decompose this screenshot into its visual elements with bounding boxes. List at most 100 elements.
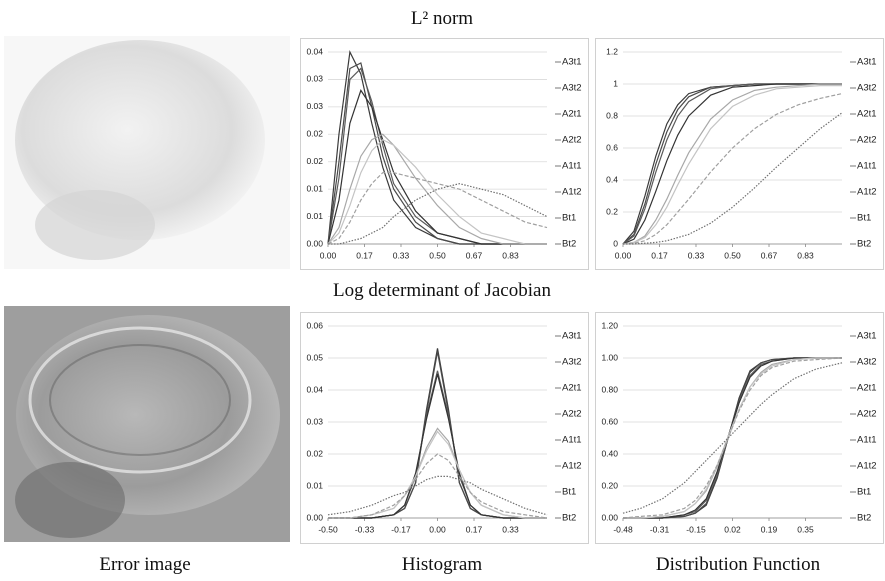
y-tick-label: 1.20 bbox=[601, 320, 618, 330]
y-tick-label: 0.20 bbox=[601, 480, 618, 490]
legend-label: A1t1 bbox=[562, 435, 582, 446]
legend-label: A2t1 bbox=[857, 109, 877, 120]
row-title: Log determinant of Jacobian bbox=[333, 280, 551, 301]
y-tick-label: 0.00 bbox=[306, 238, 323, 248]
y-tick-label: 0.02 bbox=[306, 129, 323, 139]
legend-label: A1t1 bbox=[857, 161, 877, 172]
x-tick-label: 0.17 bbox=[651, 250, 668, 260]
legend-label: Bt2 bbox=[562, 239, 576, 250]
series-line bbox=[328, 430, 547, 519]
legend-label: A2t1 bbox=[857, 383, 877, 394]
x-tick-label: 0.17 bbox=[356, 250, 373, 260]
series-line bbox=[327, 133, 547, 245]
y-tick-label: 1.2 bbox=[606, 46, 618, 56]
y-tick-label: 0.05 bbox=[306, 352, 323, 362]
legend-label: A3t2 bbox=[562, 83, 582, 94]
legend-label: A2t1 bbox=[562, 383, 582, 394]
x-tick-label: 0.83 bbox=[502, 250, 519, 260]
legend-label: Bt1 bbox=[857, 487, 871, 498]
series-line bbox=[623, 112, 843, 245]
y-tick-label: 0.00 bbox=[306, 512, 323, 522]
legend-label: A3t2 bbox=[857, 83, 877, 94]
legend-label: A2t1 bbox=[562, 109, 582, 120]
legend-label: A1t1 bbox=[857, 435, 877, 446]
x-tick-label: -0.31 bbox=[650, 524, 670, 534]
legend-label: Bt2 bbox=[857, 513, 871, 524]
column-label: Error image bbox=[99, 554, 190, 575]
chart: 0 0.2 0.4 0.6 0.8 1 1.2 0.00 0.17 0.33 0.50 0.67 0.8… bbox=[595, 38, 884, 270]
x-tick-label: 0.19 bbox=[761, 524, 778, 534]
legend-label: A3t1 bbox=[562, 331, 582, 342]
series-line bbox=[327, 172, 548, 245]
error-image bbox=[4, 306, 290, 542]
legend-label: A3t2 bbox=[562, 357, 582, 368]
legend-label: A1t2 bbox=[562, 461, 582, 472]
series-line bbox=[622, 85, 842, 245]
y-tick-label: 0.03 bbox=[306, 74, 323, 84]
y-tick-label: 0.40 bbox=[601, 448, 618, 458]
x-tick-label: 0.00 bbox=[615, 250, 632, 260]
legend-label: Bt2 bbox=[857, 239, 871, 250]
x-tick-label: 0.33 bbox=[502, 524, 519, 534]
y-tick-label: 0.01 bbox=[306, 183, 323, 193]
column-label: Histogram bbox=[402, 554, 482, 575]
error-image bbox=[4, 36, 290, 269]
y-tick-label: 0.02 bbox=[306, 448, 323, 458]
legend-label: A1t2 bbox=[857, 187, 877, 198]
legend-label: A2t2 bbox=[562, 409, 582, 420]
x-tick-label: 0.50 bbox=[724, 250, 741, 260]
row-title: L² norm bbox=[411, 8, 473, 29]
x-tick-label: -0.33 bbox=[355, 524, 375, 534]
x-tick-label: 0.02 bbox=[724, 524, 741, 534]
x-tick-label: -0.48 bbox=[613, 524, 633, 534]
y-tick-label: 0.01 bbox=[306, 480, 323, 490]
chart: 0.00 0.01 0.01 0.02 0.02 0.03 0.03 0.04 0.00 0.17… bbox=[300, 38, 589, 270]
legend-label: Bt1 bbox=[562, 213, 576, 224]
series-line bbox=[328, 373, 547, 519]
chart-frame bbox=[595, 312, 884, 544]
series-line bbox=[622, 93, 843, 245]
chart-frame bbox=[595, 38, 884, 270]
series-line bbox=[622, 83, 842, 245]
series-line bbox=[623, 357, 842, 519]
x-tick-label: 0.50 bbox=[429, 250, 446, 260]
series-line bbox=[622, 362, 843, 514]
y-tick-label: 1 bbox=[613, 78, 618, 88]
column-label: Distribution Function bbox=[656, 554, 821, 575]
y-tick-label: 0.4 bbox=[606, 174, 618, 184]
y-tick-label: 0.04 bbox=[306, 384, 323, 394]
legend-label: Bt1 bbox=[562, 487, 576, 498]
x-tick-label: 0.33 bbox=[393, 250, 410, 260]
series-line bbox=[327, 89, 547, 245]
y-tick-label: 0.6 bbox=[606, 142, 618, 152]
x-tick-label: 0.00 bbox=[429, 524, 446, 534]
legend-label: A3t2 bbox=[857, 357, 877, 368]
legend-label: Bt1 bbox=[857, 213, 871, 224]
series-line bbox=[622, 83, 842, 245]
y-tick-label: 0.80 bbox=[601, 384, 618, 394]
x-tick-label: 0.35 bbox=[797, 524, 814, 534]
y-tick-label: 0.60 bbox=[601, 416, 618, 426]
legend-label: A2t2 bbox=[857, 135, 877, 146]
y-tick-label: 0.00 bbox=[601, 512, 618, 522]
y-tick-label: 0 bbox=[613, 238, 618, 248]
series-line bbox=[328, 183, 548, 245]
y-tick-label: 0.04 bbox=[306, 46, 323, 56]
series-line bbox=[327, 475, 548, 516]
y-tick-label: 0.03 bbox=[306, 416, 323, 426]
y-tick-label: 0.03 bbox=[306, 101, 323, 111]
y-tick-label: 0.2 bbox=[606, 206, 618, 216]
legend-label: A2t2 bbox=[562, 135, 582, 146]
y-tick-label: 0.8 bbox=[606, 110, 618, 120]
x-tick-label: -0.15 bbox=[686, 524, 706, 534]
legend-label: A1t2 bbox=[857, 461, 877, 472]
legend-label: Bt2 bbox=[562, 513, 576, 524]
x-tick-label: 0.33 bbox=[688, 250, 705, 260]
x-tick-label: 0.67 bbox=[466, 250, 483, 260]
y-tick-label: 0.01 bbox=[306, 211, 323, 221]
legend-label: A3t1 bbox=[857, 57, 877, 68]
x-tick-label: 0.00 bbox=[320, 250, 337, 260]
series-line bbox=[622, 357, 843, 519]
legend-label: A3t1 bbox=[562, 57, 582, 68]
chart: 0.00 0.01 0.02 0.03 0.04 0.05 0.06 -0.50 -0.33 -0… bbox=[300, 312, 589, 544]
